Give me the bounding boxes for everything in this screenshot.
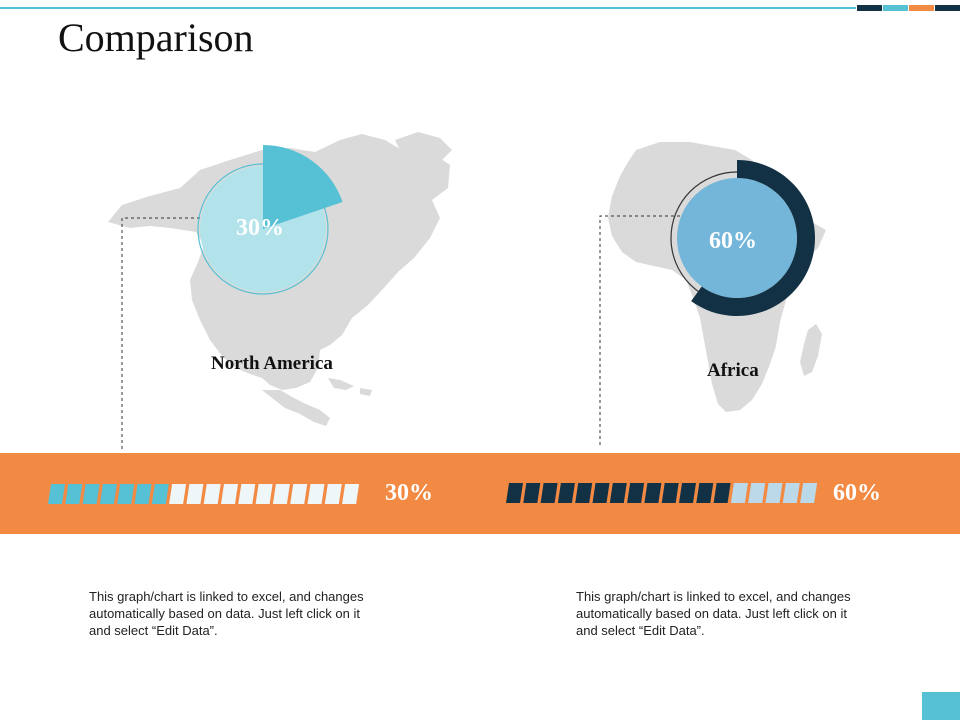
progress-segment-empty <box>272 484 290 504</box>
progress-segment-filled <box>117 484 135 504</box>
description-text: This graph/chart is linked to excel, and… <box>576 589 851 638</box>
ring-chart-africa <box>670 160 815 316</box>
connector-line <box>599 215 680 445</box>
progress-segment-filled <box>609 483 627 503</box>
progress-segment-empty <box>238 484 256 504</box>
ring-value-label: 60% <box>709 228 757 254</box>
progress-segment-empty <box>342 484 360 504</box>
segmented-progress-bar-north-america <box>48 484 360 504</box>
corner-accent-block <box>922 692 960 720</box>
progress-segment-empty <box>255 484 273 504</box>
band-value-label: 30% <box>385 480 433 506</box>
progress-segment-empty <box>324 484 342 504</box>
progress-segment-filled <box>644 483 662 503</box>
accent-block <box>883 5 908 11</box>
progress-segment-empty <box>290 484 308 504</box>
slide-title: Comparison <box>58 15 254 60</box>
progress-segment-empty <box>800 483 818 503</box>
region-label-africa: Africa <box>707 360 759 381</box>
progress-segment-filled <box>82 484 100 504</box>
progress-segment-empty <box>765 483 783 503</box>
progress-segment-filled <box>696 483 714 503</box>
progress-segment-filled <box>592 483 610 503</box>
progress-segment-empty <box>203 484 221 504</box>
progress-segment-filled <box>627 483 645 503</box>
progress-segment-filled <box>540 483 558 503</box>
progress-segment-filled <box>523 483 541 503</box>
progress-segment-empty <box>730 483 748 503</box>
progress-segment-filled <box>99 484 117 504</box>
progress-segment-filled <box>506 483 523 503</box>
accent-block <box>935 5 960 11</box>
ring-inner-disk <box>677 178 797 298</box>
region-label-north-america: North America <box>211 353 333 374</box>
ring-value-arc <box>691 160 815 316</box>
progress-segment-filled <box>65 484 83 504</box>
segmented-progress-bar-africa <box>506 483 818 503</box>
progress-segment-empty <box>221 484 238 504</box>
band-value-label: 60% <box>833 480 881 506</box>
connector-line <box>121 217 210 449</box>
ring-chart-north-america <box>197 145 343 295</box>
top-accent-line <box>0 7 856 9</box>
progress-segment-empty <box>169 484 187 504</box>
progress-segment-filled <box>661 483 679 503</box>
progress-segment-filled <box>557 483 575 503</box>
progress-segment-filled <box>48 484 65 504</box>
progress-segment-filled <box>713 483 731 503</box>
progress-segment-empty <box>186 484 204 504</box>
accent-block <box>857 5 882 11</box>
top-accent-blocks <box>856 5 960 11</box>
progress-segment-empty <box>307 484 325 504</box>
progress-segment-filled <box>679 483 696 503</box>
accent-block <box>909 5 934 11</box>
progress-segment-filled <box>575 483 593 503</box>
progress-segment-filled <box>134 484 152 504</box>
ring-value-arc <box>263 145 343 229</box>
progress-segment-filled <box>151 484 169 504</box>
progress-segment-empty <box>748 483 766 503</box>
description-text: This graph/chart is linked to excel, and… <box>89 589 364 638</box>
ring-value-label: 30% <box>236 215 284 241</box>
progress-segment-empty <box>782 483 800 503</box>
